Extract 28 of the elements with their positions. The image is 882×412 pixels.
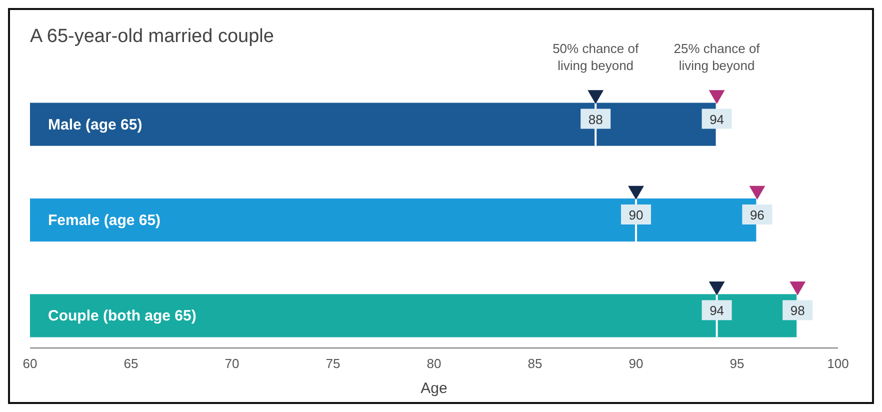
point — [790, 282, 806, 296]
data-label: 94 — [710, 303, 724, 318]
x-tick-label: 65 — [124, 356, 138, 371]
data-label: 98 — [790, 303, 805, 318]
point — [708, 90, 725, 104]
x-tick-label: 100 — [827, 356, 849, 371]
data-label: 88 — [588, 112, 603, 127]
point — [708, 282, 725, 296]
x-tick-label: 70 — [224, 356, 240, 371]
data-label: 90 — [628, 207, 644, 222]
x-tick-label: 60 — [22, 356, 38, 371]
chart-title: A 65-year-old married couple — [30, 26, 274, 47]
y-tick-label: Couple (both age 65) — [48, 308, 196, 325]
text: 25% chance of living beyond — [674, 41, 760, 73]
y-tick-label: Female (age 65) — [48, 212, 161, 229]
text: 50% chance of living beyond — [552, 41, 639, 73]
x-axis-title: Age — [420, 380, 448, 397]
x-tick-label: 90 — [628, 356, 644, 371]
x-tick-label: 95 — [730, 356, 744, 371]
data-label: 94 — [710, 112, 724, 127]
x-tick-label: 85 — [528, 356, 542, 371]
point — [588, 90, 604, 104]
point — [749, 186, 766, 200]
x-tick-label: 75 — [326, 356, 340, 371]
x-tick-label: 80 — [426, 356, 442, 371]
data-label: 96 — [750, 207, 764, 222]
y-tick-label: Male (age 65) — [48, 116, 142, 134]
point — [628, 186, 644, 200]
